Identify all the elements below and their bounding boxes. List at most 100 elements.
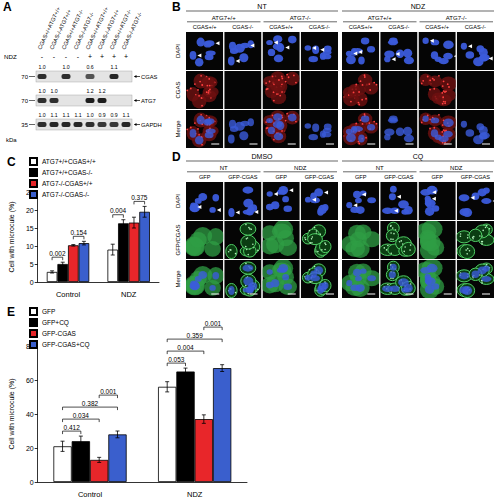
svg-text:15: 15	[26, 225, 34, 232]
svg-text:kDa: kDa	[6, 137, 17, 143]
svg-text:NT: NT	[257, 3, 267, 10]
svg-text:D: D	[172, 150, 181, 164]
svg-text:CQ: CQ	[413, 153, 424, 161]
svg-text:Control: Control	[78, 490, 103, 499]
svg-text:CGAS+/+: CGAS+/+	[349, 24, 373, 30]
svg-text:1.0: 1.0	[38, 64, 45, 70]
svg-text:ATG7+/+CGAS+/+: ATG7+/+CGAS+/+	[42, 158, 96, 165]
svg-text:E: E	[7, 305, 15, 319]
svg-text:1.0: 1.0	[38, 112, 45, 118]
svg-text:CGAS-/-: CGAS-/-	[465, 24, 486, 30]
svg-text:0.004: 0.004	[110, 207, 127, 214]
svg-text:CGAS-/-: CGAS-/-	[232, 24, 253, 30]
svg-text:0.004: 0.004	[177, 344, 194, 351]
svg-text:CGAS+/+: CGAS+/+	[269, 24, 293, 30]
svg-text:Cell with microcule (%): Cell with microcule (%)	[8, 201, 16, 272]
svg-text:0.053: 0.053	[168, 356, 185, 363]
svg-text:-: -	[65, 53, 68, 60]
svg-text:1.1: 1.1	[62, 112, 69, 118]
svg-text:NDZ: NDZ	[411, 3, 426, 10]
svg-text:NT: NT	[220, 165, 228, 171]
svg-text:GFP+CQ: GFP+CQ	[42, 319, 69, 327]
svg-text:40: 40	[26, 411, 34, 418]
svg-text:CGAS: CGAS	[175, 81, 181, 98]
svg-text:10: 10	[26, 243, 34, 250]
svg-text:GFP: GFP	[199, 174, 211, 180]
svg-text:1.1: 1.1	[74, 112, 81, 118]
svg-text:70: 70	[21, 74, 28, 80]
svg-text:GFP-CGAS: GFP-CGAS	[228, 174, 257, 180]
svg-text:GFP-CGAS: GFP-CGAS	[42, 330, 77, 337]
svg-text:CGAS-/-: CGAS-/-	[309, 24, 330, 30]
svg-text:Cell with microcule (%): Cell with microcule (%)	[8, 378, 16, 449]
svg-text:NDZ: NDZ	[450, 165, 463, 171]
svg-text:ATG7+/+: ATG7+/+	[212, 15, 236, 21]
svg-text:20: 20	[26, 207, 34, 214]
svg-text:0.382: 0.382	[82, 400, 99, 407]
svg-text:1.0: 1.0	[50, 88, 57, 94]
svg-text:C: C	[7, 155, 16, 169]
svg-text:20: 20	[26, 445, 34, 452]
svg-text:DAPI: DAPI	[175, 44, 181, 58]
svg-text:CGAS+/+: CGAS+/+	[425, 24, 449, 30]
svg-text:GFP: GFP	[42, 308, 55, 315]
svg-text:GFP: GFP	[431, 174, 443, 180]
svg-text:35: 35	[21, 122, 28, 128]
svg-text:60: 60	[26, 377, 34, 384]
svg-text:DMSO: DMSO	[252, 153, 274, 160]
svg-text:NDZ: NDZ	[4, 53, 17, 60]
svg-text:GAPDH: GAPDH	[141, 122, 162, 128]
svg-text:+: +	[100, 53, 104, 60]
svg-text:GFP/CGAS: GFP/CGAS	[175, 224, 181, 255]
svg-text:0.034: 0.034	[73, 412, 90, 419]
svg-text:5: 5	[30, 261, 34, 268]
svg-text:Merge: Merge	[175, 120, 181, 138]
svg-text:1.1: 1.1	[110, 64, 117, 70]
svg-text:ATG7-/-CGAS+/+: ATG7-/-CGAS+/+	[42, 180, 93, 187]
svg-text:0.412: 0.412	[64, 424, 81, 431]
svg-text:0.6: 0.6	[86, 64, 93, 70]
svg-text:0.359: 0.359	[187, 332, 204, 339]
svg-text:A: A	[3, 0, 12, 14]
svg-text:1.0: 1.0	[38, 88, 45, 94]
svg-text:0.9: 0.9	[110, 112, 117, 118]
svg-text:1.0: 1.0	[62, 64, 69, 70]
svg-text:0.9: 0.9	[98, 112, 105, 118]
svg-text:NDZ: NDZ	[187, 490, 203, 499]
svg-text:0.375: 0.375	[131, 194, 148, 201]
svg-text:ATG7-/-CGAS-/-: ATG7-/-CGAS-/-	[42, 191, 89, 198]
svg-text:1.1: 1.1	[50, 112, 57, 118]
svg-text:-: -	[53, 53, 56, 60]
svg-text:GFP-CGAS: GFP-CGAS	[305, 174, 334, 180]
svg-text:0: 0	[30, 279, 34, 286]
svg-text:Merge: Merge	[175, 270, 181, 288]
svg-text:-: -	[77, 53, 80, 60]
svg-text:Control: Control	[56, 290, 81, 299]
svg-text:CGAS: CGAS	[141, 74, 158, 80]
svg-text:CGAS-/-ATG7-/-: CGAS-/-ATG7-/-	[120, 11, 143, 50]
svg-text:0.002: 0.002	[49, 250, 66, 257]
svg-text:1.0: 1.0	[86, 112, 93, 118]
svg-text:ATG7-/-: ATG7-/-	[446, 15, 467, 21]
svg-text:GFP-CGAS: GFP-CGAS	[461, 174, 490, 180]
svg-text:GFP-CGAS: GFP-CGAS	[384, 174, 413, 180]
svg-text:DAPI: DAPI	[175, 194, 181, 208]
svg-text:B: B	[172, 0, 181, 14]
svg-text:0.001: 0.001	[100, 388, 117, 395]
svg-text:GFP: GFP	[355, 174, 367, 180]
svg-text:ATG7+/+: ATG7+/+	[368, 15, 392, 21]
svg-text:70: 70	[21, 98, 28, 104]
svg-text:ATG7-/-: ATG7-/-	[290, 15, 311, 21]
svg-text:1.2: 1.2	[86, 88, 93, 94]
svg-text:GFP-CGAS+CQ: GFP-CGAS+CQ	[42, 341, 90, 349]
svg-text:+: +	[124, 53, 128, 60]
svg-text:0: 0	[30, 479, 34, 486]
svg-text:1.2: 1.2	[98, 88, 105, 94]
svg-text:GFP: GFP	[275, 174, 287, 180]
svg-text:+: +	[88, 53, 92, 60]
svg-text:0.001: 0.001	[205, 320, 222, 327]
svg-text:+: +	[112, 53, 116, 60]
svg-text:CGAS-/-: CGAS-/-	[388, 24, 409, 30]
svg-text:ATG7+/+CGAS-/-: ATG7+/+CGAS-/-	[42, 169, 92, 176]
svg-text:NDZ: NDZ	[121, 290, 137, 299]
